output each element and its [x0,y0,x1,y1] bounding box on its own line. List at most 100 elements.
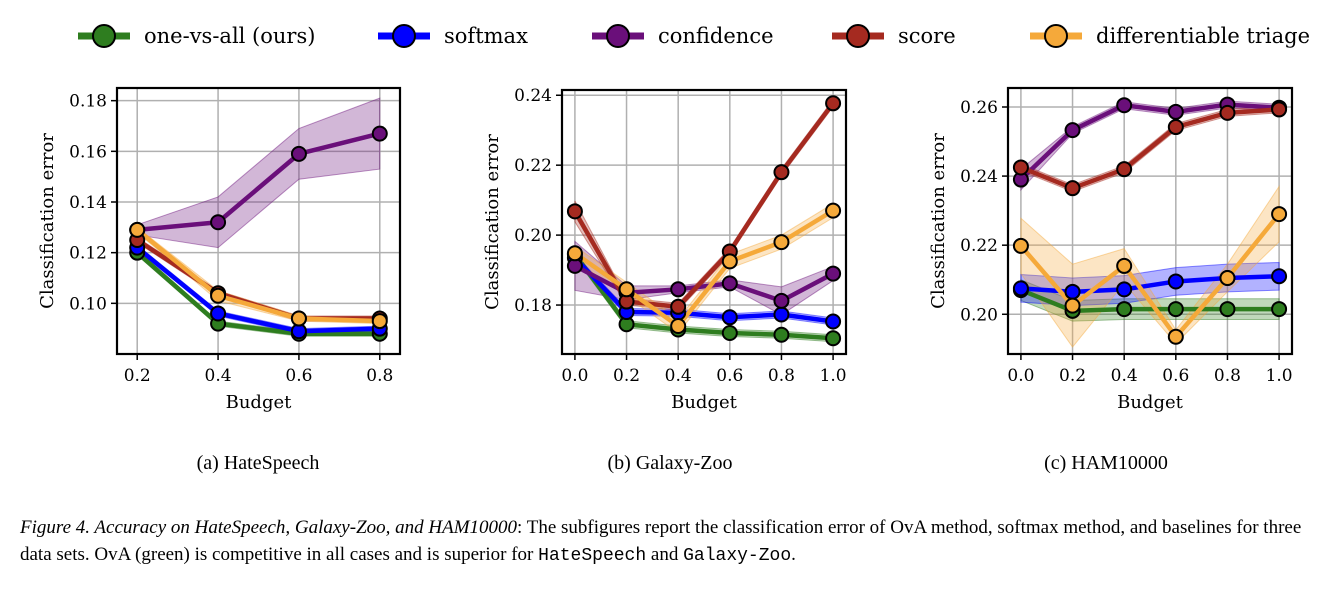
series-line [1019,212,1281,339]
figure-caption: Figure 4. Accuracy on HateSpeech, Galaxy… [20,514,1330,570]
series-differentiable-triage [135,228,380,324]
chart-galaxy-zoo: 0.0 0.2 0.4 0.6 0.8 1.0 0.18 0.20 0.22 0.24 Budget… [482,86,848,413]
data-point [670,281,687,298]
data-point [290,310,307,327]
data-point [1271,101,1288,118]
x-tick-label: 0.6 [1162,366,1189,386]
caption-text-2: and [646,544,684,565]
y-tick-label: 0.22 [960,236,998,256]
legend-entry: one-vs-all (ours) [78,24,315,48]
data-point [1116,301,1133,318]
data-point [1167,119,1184,136]
axes-frame [1006,86,1294,356]
data-point [825,313,842,330]
axes-frame [560,88,848,356]
data-point [1116,97,1133,114]
x-tick-label: 1.0 [1266,366,1293,386]
series-line [572,101,835,310]
series-line [1019,102,1280,182]
y-axis-label: Classification error [928,133,949,309]
data-point [210,214,227,231]
x-tick-label: 0.8 [768,366,795,386]
data-point [1271,206,1288,223]
x-tick-label: 0.0 [1007,366,1034,386]
data-point [1064,122,1081,139]
data-point [1167,301,1184,318]
subcaption-a: (a) HateSpeech [196,452,320,474]
y-tick-label: 0.18 [514,296,552,316]
data-point [1219,270,1236,286]
y-tick-label: 0.24 [514,86,552,106]
series-line [573,208,835,329]
data-point [1012,159,1029,176]
series-line [573,253,834,341]
y-tick-label: 0.26 [960,98,998,118]
data-point [1116,257,1133,274]
series-one-vs-all-ours [135,250,380,336]
series-line [135,245,380,334]
legend-swatch-marker [846,24,870,48]
data-point [1167,328,1184,345]
chart-ham10000: 0.0 0.2 0.4 0.6 0.8 1.0 0.20 0.22 0.24 0.26 Budget… [928,86,1294,413]
y-tick-label: 0.20 [960,305,998,325]
y-tick-label: 0.22 [514,156,552,176]
data-point [618,281,635,298]
legend: one-vs-all (ours) softmax confidence score d… [78,24,1310,48]
caption-dataset-galaxy-zoo: Galaxy-Zoo [683,546,792,566]
data-point [129,221,146,238]
legend-swatch-marker [392,24,416,48]
legend-swatch-marker [606,24,630,48]
series-softmax [135,245,380,334]
series-line [135,228,380,324]
data-point [1271,301,1288,318]
data-point [1064,180,1081,197]
confidence-band [1020,184,1280,348]
data-point [721,325,738,342]
caption-text-3: . [791,544,796,565]
data-point [773,234,790,251]
data-point [773,164,790,181]
y-tick-label: 0.24 [960,167,998,187]
x-tick-label: 0.6 [285,366,312,386]
x-tick-label: 0.2 [613,366,640,386]
legend-label: one-vs-all (ours) [144,24,315,48]
data-point [371,125,388,142]
data-point [371,313,388,330]
series-differentiable-triage [1019,212,1281,339]
x-tick-label: 0.2 [1059,366,1086,386]
data-point [210,287,227,304]
caption-text-1: : The subfigures report the classificati… [20,517,1302,565]
data-point [825,95,842,112]
legend-swatch-marker [1044,24,1068,48]
legend-entry: softmax [378,24,528,48]
y-tick-label: 0.14 [69,193,107,213]
subcaption-c: (c) HAM10000 [1044,452,1168,474]
x-tick-label: 0.2 [124,366,151,386]
data-point [1271,268,1288,285]
series-score [1020,107,1280,191]
series-confidence [1019,102,1280,182]
legend-entry: score [832,24,956,48]
y-axis-label: Classification error [37,133,58,309]
x-axis-label: Budget [1117,392,1184,413]
legend-label: score [898,24,956,48]
data-point [566,245,583,262]
data-point [825,202,842,219]
y-tick-label: 0.16 [69,142,107,162]
data-point [210,305,227,322]
data-point [566,203,583,220]
x-tick-label: 1.0 [820,366,847,386]
y-tick-label: 0.18 [69,92,107,112]
x-tick-label: 0.6 [716,366,743,386]
data-point [1219,301,1236,318]
data-point [773,292,790,309]
confidence-band [136,97,381,249]
series-line [1020,274,1280,295]
legend-swatch-marker [92,24,116,48]
x-axis-label: Budget [671,392,738,413]
data-point [670,298,687,315]
data-point [1064,297,1081,314]
caption-label: Figure 4. Accuracy on HateSpeech, Galaxy… [20,517,518,538]
series-line [573,256,834,324]
